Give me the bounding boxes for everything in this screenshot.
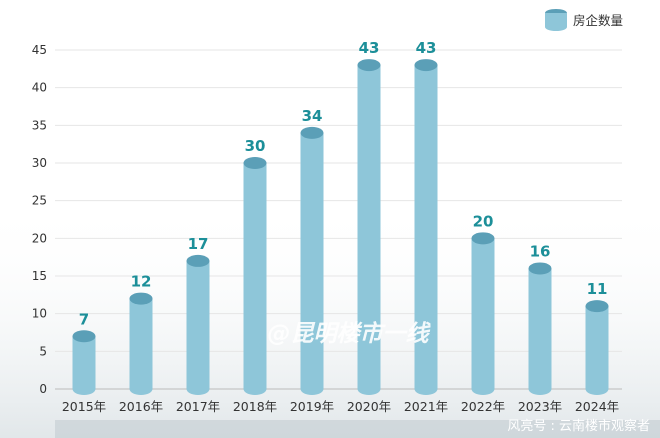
bar (243, 157, 267, 395)
bar-base (357, 383, 381, 395)
bar-cap (129, 292, 153, 305)
y-tick-label: 30 (32, 156, 47, 170)
y-tick-label: 40 (32, 81, 47, 95)
bar-base (528, 383, 552, 395)
bar-body (300, 132, 324, 389)
x-tick-label: 2016年 (119, 399, 163, 414)
y-tick-label: 45 (32, 43, 47, 57)
bar-base (471, 383, 495, 395)
y-tick-label: 15 (32, 269, 47, 283)
data-label: 7 (79, 310, 89, 328)
y-tick-label: 0 (39, 382, 47, 396)
x-tick-label: 2018年 (233, 399, 277, 414)
data-label: 20 (473, 212, 494, 230)
legend-swatch (545, 13, 567, 27)
bar-cap (357, 59, 381, 72)
bar (72, 330, 96, 395)
bar-cap (72, 330, 96, 343)
y-tick-label: 35 (32, 118, 47, 132)
y-tick-label: 20 (32, 231, 47, 245)
x-tick-label: 2020年 (347, 399, 391, 414)
watermark: @昆明楼市一线 (268, 320, 432, 347)
bar (300, 126, 324, 395)
bar (585, 300, 609, 395)
bottom-band (55, 420, 660, 438)
x-tick-label: 2021年 (404, 399, 448, 414)
legend-label: 房企数量 (573, 13, 623, 28)
data-label: 30 (245, 137, 266, 155)
y-tick-label: 5 (39, 344, 47, 358)
y-tick-label: 10 (32, 307, 47, 321)
bar-base (129, 383, 153, 395)
y-axis: 0 5 10 15 20 25 30 35 40 45 (32, 43, 47, 396)
bar (129, 292, 153, 395)
bar-body (243, 163, 267, 389)
bar-body (72, 336, 96, 389)
bars: 7 12 17 30 34 43 43 20 16 11 (72, 39, 609, 395)
bar-body (357, 65, 381, 390)
bar (186, 254, 210, 395)
bar-cap (300, 126, 324, 139)
bar-cap (528, 262, 552, 275)
bar-cap (585, 300, 609, 313)
bar (414, 59, 438, 395)
data-label: 12 (131, 273, 152, 291)
bar-base (585, 383, 609, 395)
bar (471, 232, 495, 395)
x-tick-label: 2015年 (62, 399, 106, 414)
bar-body (585, 306, 609, 389)
x-axis: 2015年 2016年 2017年 2018年 2019年 2020年 2021年 2022年… (62, 399, 619, 414)
bar-base (243, 383, 267, 395)
bar-base (186, 383, 210, 395)
legend-swatch-bottom (545, 23, 567, 31)
data-label: 11 (587, 280, 608, 298)
bar (357, 59, 381, 395)
data-label: 43 (416, 39, 437, 57)
bar-cap (186, 254, 210, 267)
x-tick-label: 2024年 (575, 399, 619, 414)
bar-body (414, 65, 438, 390)
data-label: 16 (530, 242, 551, 260)
bar-base (414, 383, 438, 395)
grid-lines (55, 49, 622, 390)
bar-base (300, 383, 324, 395)
bar-body (528, 268, 552, 389)
bar-cap (414, 59, 438, 72)
data-label: 43 (359, 39, 380, 57)
y-tick-label: 25 (32, 194, 47, 208)
bar-base (72, 383, 96, 395)
x-tick-label: 2023年 (518, 399, 562, 414)
bar-cap (471, 232, 495, 245)
source-credit: 风亮号 : 云南楼市观察者 (507, 418, 650, 434)
bar-body (471, 238, 495, 389)
x-tick-label: 2019年 (290, 399, 334, 414)
bar-body (186, 260, 210, 389)
bar-body (129, 298, 153, 389)
bar (528, 262, 552, 395)
data-label: 17 (188, 235, 209, 253)
bar-cap (243, 157, 267, 169)
x-tick-label: 2017年 (176, 399, 220, 414)
data-label: 34 (302, 107, 323, 125)
legend: 房企数量 (545, 9, 623, 31)
x-tick-label: 2022年 (461, 399, 505, 414)
